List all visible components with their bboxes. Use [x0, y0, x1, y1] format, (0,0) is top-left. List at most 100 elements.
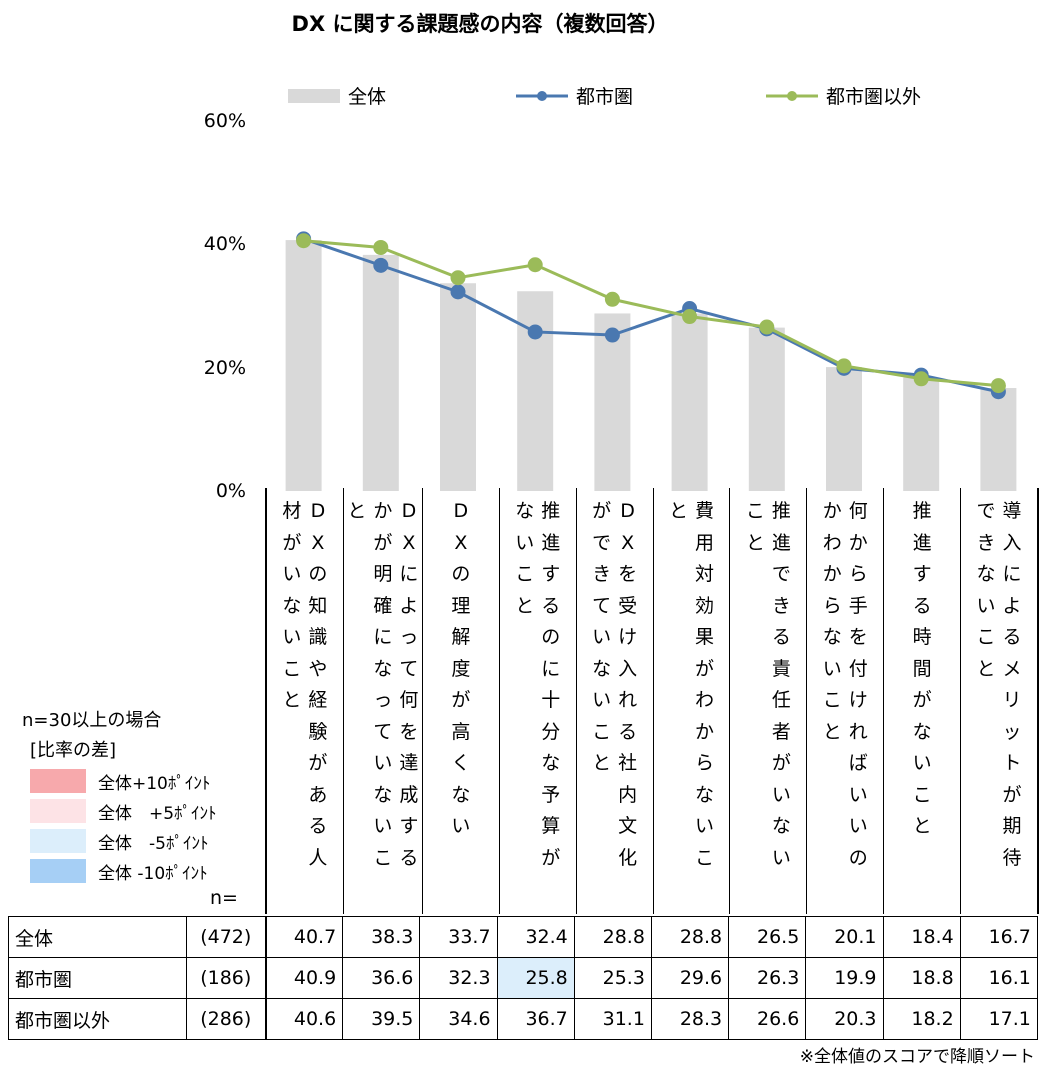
y-tick-20: 20% [203, 357, 246, 379]
row-n: (286) [186, 998, 267, 1040]
difference-key: n=30以上の場合 [比率の差] 全体+10ﾎﾟｲﾝﾄ 全体 +5ﾎﾟｲﾝﾄ 全… [22, 706, 217, 886]
legend-urban-swatch [516, 90, 568, 101]
category-label-column: DXによって何を達成する [399, 500, 419, 869]
point-series-2-8 [913, 371, 929, 387]
data-label-0-8: 18.4 [882, 916, 961, 958]
key-minus5-swatch [30, 829, 86, 853]
key-minus5: 全体 -5ﾎﾟｲﾝﾄ [22, 826, 217, 856]
point-series-1-1 [373, 257, 389, 273]
table-row: 全体 (472) 40.7 38.3 33.7 32.4 28.8 28.8 26.5 20.1 1… [8, 916, 1038, 958]
key-plus10-label: 全体+10ﾎﾟｲﾝﾄ [98, 773, 211, 794]
data-label-2-0: 40.6 [264, 998, 344, 1040]
line-series-2 [303, 239, 999, 388]
category-label-1: DXによって何を達成する かが明確になっていないこと [344, 488, 423, 914]
point-series-2-9 [990, 378, 1006, 394]
data-label-0-4: 28.8 [573, 916, 652, 958]
legend-overall-label: 全体 [348, 86, 387, 108]
category-label-column: DXを受け入れる社内文化 [618, 500, 638, 869]
category-label-7: 何から手を付ければいいの かわからないこと [807, 488, 885, 914]
category-label-0: DXの知識や経験がある人 材がいないこと [267, 488, 344, 914]
table-row: 都市圏 (186) 40.9 36.6 32.3 25.8 25.3 29.6 26.3 19.9… [8, 957, 1038, 999]
point-series-2-0 [296, 233, 312, 249]
bar-overall-3 [517, 291, 554, 491]
category-label-column: と [668, 500, 688, 522]
bar-overall-6 [748, 327, 785, 491]
row-label: 全体 [8, 916, 187, 958]
legend-urban-label: 都市圏 [576, 86, 634, 108]
category-label-column: ができていないこと [592, 500, 612, 774]
y-tick-60: 60% [203, 110, 246, 132]
row-n: (472) [186, 916, 267, 958]
point-series-1-2 [450, 284, 466, 300]
data-label-1-9: 16.1 [959, 957, 1038, 999]
point-series-1-4 [604, 327, 620, 343]
category-label-column: できないこと [976, 500, 996, 680]
data-label-0-3: 32.4 [496, 916, 575, 958]
category-label-2: DXの理解度が高くない [423, 488, 500, 914]
legend-non-urban-label: 都市圏以外 [826, 86, 922, 108]
category-label-3: 推進するのに十分な予算が ないこと [500, 488, 577, 914]
bar-overall-7 [826, 367, 862, 491]
bar-overall-9 [980, 388, 1017, 491]
category-labels: DXの知識や経験がある人 材がいないこと DXによって何を達成する かが明確になってい… [265, 488, 1040, 914]
bar-overall-1 [362, 254, 399, 491]
legend-non-urban-swatch [766, 90, 818, 101]
category-label-column: DXの知識や経験がある人 [308, 500, 328, 869]
key-subheading: [比率の差] [30, 740, 117, 761]
category-label-column: かが明確になっていないこ [373, 500, 393, 869]
data-label-0-7: 20.1 [805, 916, 884, 958]
row-label: 都市圏 [8, 957, 187, 999]
data-label-1-7: 19.9 [805, 957, 884, 999]
legend-overall: 全体 [288, 82, 386, 109]
point-series-1-3 [527, 324, 543, 340]
category-label-column: DXの理解度が高くない [451, 500, 471, 837]
key-plus5-label: 全体 +5ﾎﾟｲﾝﾄ [98, 803, 217, 824]
category-label-column: ないこと [515, 500, 535, 617]
bar-overall-5 [671, 313, 708, 491]
data-label-2-2: 34.6 [419, 998, 498, 1040]
bar-overall-8 [903, 377, 940, 491]
legend-urban: 都市圏 [516, 82, 633, 109]
row-label: 都市圏以外 [8, 998, 187, 1040]
data-label-1-2: 32.3 [419, 957, 498, 999]
chart-plot [285, 231, 1017, 491]
data-label-0-6: 26.5 [728, 916, 807, 958]
row-n: (186) [186, 957, 267, 999]
n-label: n= [210, 887, 238, 909]
category-label-column: 材がいないこと [282, 500, 302, 711]
data-table: 全体 (472) 40.7 38.3 33.7 32.4 28.8 28.8 26.5 20.1 1… [8, 916, 1038, 1040]
point-series-2-4 [604, 291, 620, 307]
key-minus10: 全体 -10ﾎﾟｲﾝﾄ [22, 856, 217, 886]
point-series-2-6 [759, 319, 775, 335]
data-label-1-8: 18.8 [882, 957, 961, 999]
data-label-0-9: 16.7 [959, 916, 1038, 958]
category-label-4: DXを受け入れる社内文化 ができていないこと [577, 488, 654, 914]
y-tick-0: 0% [215, 480, 246, 502]
y-tick-40: 40% [203, 233, 246, 255]
category-label-column: かわからないこと [822, 500, 842, 743]
category-label-column: 推進できる責任者がいない [771, 500, 791, 869]
data-label-2-3: 36.7 [496, 998, 575, 1040]
category-label-8: 推進する時間がないこと [884, 488, 962, 914]
category-label-column: 推進する時間がないこと [912, 500, 932, 837]
bar-overall-2 [440, 283, 476, 491]
data-label-2-1: 39.5 [342, 998, 421, 1040]
point-series-2-3 [527, 257, 543, 273]
category-label-column: 何から手を付ければいいの [848, 500, 868, 869]
point-series-2-7 [836, 358, 852, 374]
data-label-1-4: 25.3 [573, 957, 652, 999]
key-minus10-label: 全体 -10ﾎﾟｲﾝﾄ [98, 863, 208, 884]
category-label-column: と [347, 500, 367, 522]
category-label-column: 推進するのに十分な予算が [541, 500, 561, 869]
category-label-column: こと [745, 500, 765, 554]
data-label-0-5: 28.8 [650, 916, 730, 958]
footnote: ※全体値のスコアで降順ソート [799, 1047, 1035, 1067]
data-label-1-5: 29.6 [650, 957, 730, 999]
point-series-2-5 [682, 309, 698, 325]
data-label-1-1: 36.6 [342, 957, 421, 999]
data-label-2-5: 28.3 [650, 998, 730, 1040]
data-label-2-8: 18.2 [882, 998, 961, 1040]
key-minus5-label: 全体 -5ﾎﾟｲﾝﾄ [98, 833, 209, 854]
key-minus10-swatch [30, 859, 86, 883]
key-heading: n=30以上の場合 [22, 710, 162, 731]
